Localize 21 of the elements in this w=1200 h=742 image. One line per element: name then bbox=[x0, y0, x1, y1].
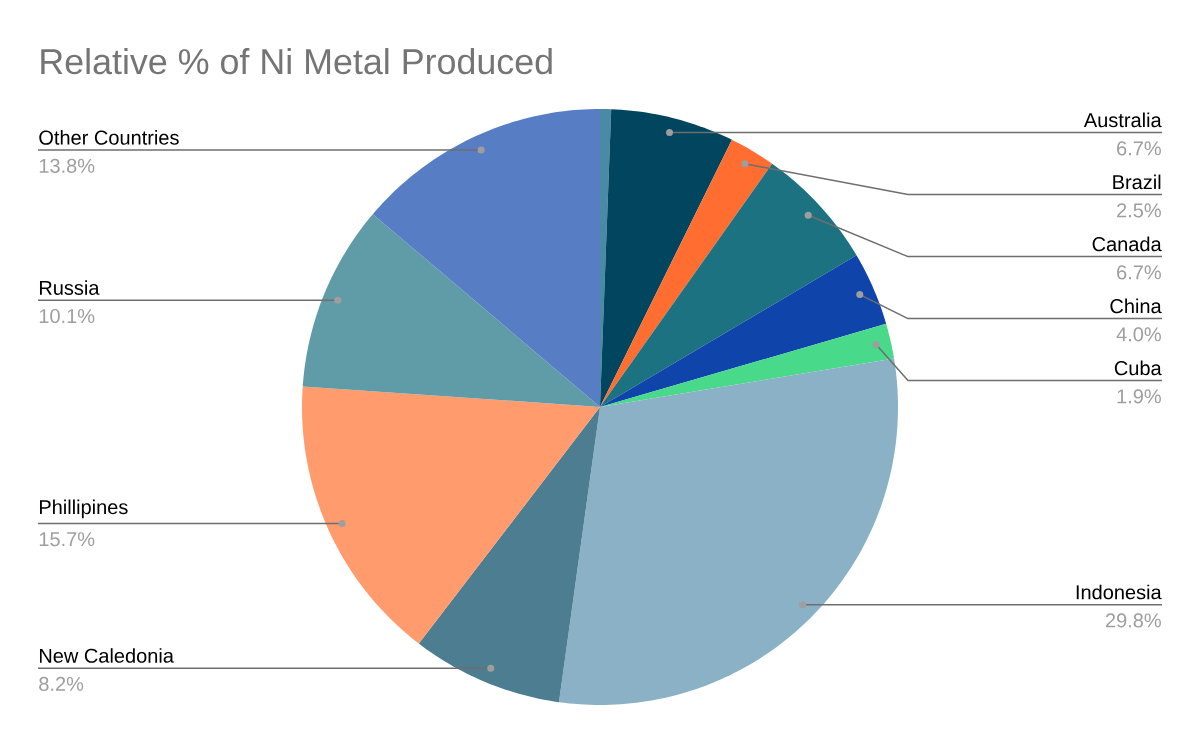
slice-label: Indonesia bbox=[1076, 584, 1162, 600]
slice-label: Australia bbox=[1083, 112, 1162, 128]
data-label: 1.9% bbox=[1117, 389, 1161, 404]
data-label: 10.1% bbox=[39, 308, 95, 324]
chart-title: Relative % of Ni Metal Produced bbox=[41, 48, 552, 75]
data-label: 29.8% bbox=[1105, 613, 1161, 628]
slice-label: Cuba bbox=[1114, 360, 1162, 376]
slice-label: Russia bbox=[39, 280, 100, 295]
slice-label: China bbox=[1110, 298, 1162, 314]
slice-label: Phillipines bbox=[39, 499, 128, 519]
data-label: 8.2% bbox=[39, 676, 84, 691]
data-label: 2.5% bbox=[1117, 203, 1161, 218]
data-label: 6.7% bbox=[1117, 141, 1161, 156]
data-label: 15.7% bbox=[39, 532, 95, 547]
slice-label: New Caledonia bbox=[39, 648, 174, 663]
data-label: 4.0% bbox=[1116, 327, 1161, 342]
slice-label: Brazil bbox=[1113, 174, 1161, 190]
data-label: 13.8% bbox=[39, 158, 95, 173]
slice-label: Canada bbox=[1092, 236, 1162, 252]
data-label: 6.7% bbox=[1117, 265, 1161, 280]
slice-label: Other Countries bbox=[39, 130, 179, 145]
